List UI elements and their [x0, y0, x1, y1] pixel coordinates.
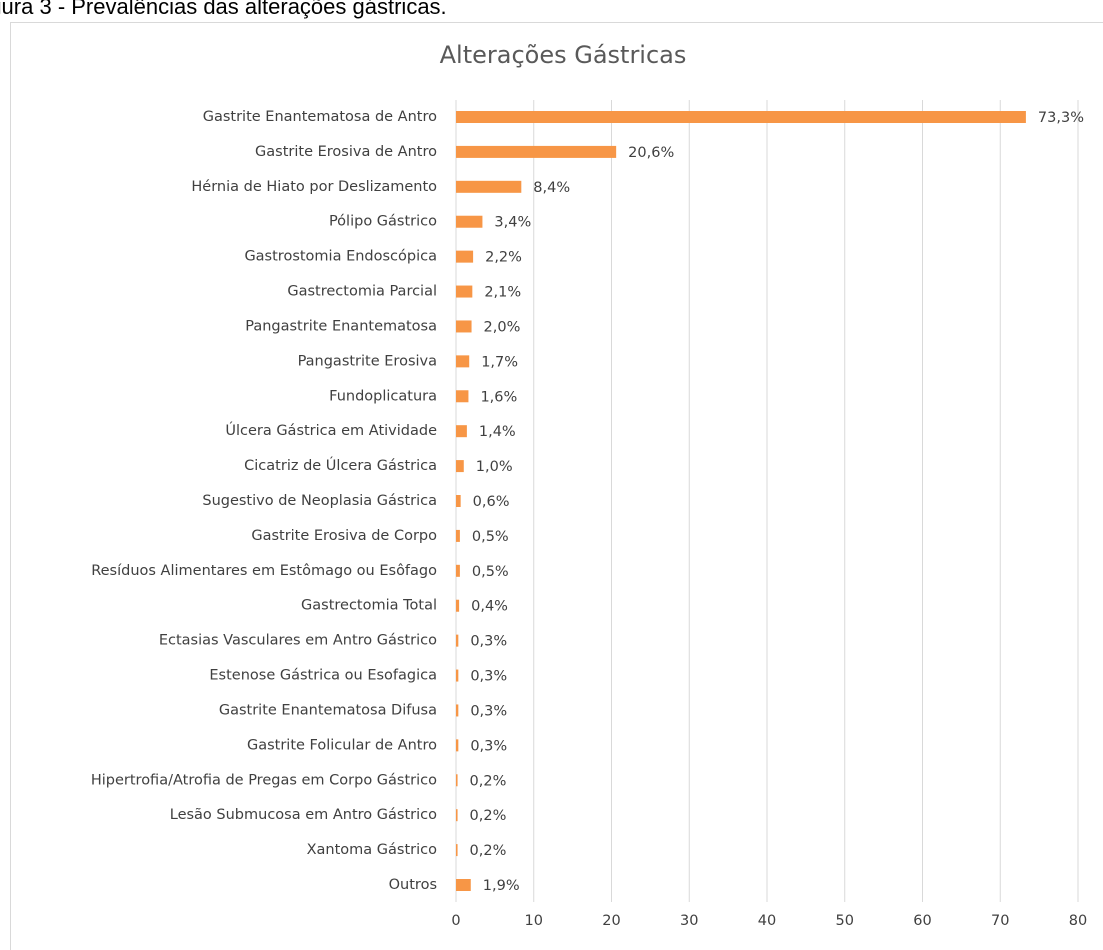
- x-tick-label: 40: [758, 913, 776, 929]
- data-label: 0,2%: [470, 808, 507, 824]
- y-tick-label: Pangastrite Enantematosa: [245, 318, 437, 334]
- chart-title: Alterações Gástricas: [440, 41, 687, 69]
- y-tick-label: Pólipo Gástrico: [329, 214, 437, 230]
- y-tick-label: Pangastrite Erosiva: [298, 353, 437, 369]
- y-tick-label: Hérnia de Hiato por Deslizamento: [191, 179, 437, 195]
- data-label: 1,4%: [479, 424, 516, 440]
- y-tick-label: Gastrite Erosiva de Antro: [255, 144, 437, 160]
- data-label: 0,3%: [470, 738, 507, 754]
- bar: [456, 250, 474, 263]
- data-label: 0,3%: [470, 634, 507, 650]
- bar: [456, 460, 464, 473]
- chart-border: [10, 22, 1103, 950]
- bar: [456, 879, 471, 891]
- x-tick-label: 50: [836, 913, 854, 929]
- data-label: 3,4%: [494, 215, 531, 231]
- data-label: 0,5%: [472, 529, 509, 545]
- data-label: 2,1%: [484, 285, 521, 301]
- y-tick-label: Outros: [389, 877, 437, 893]
- bar: [456, 285, 473, 298]
- y-tick-label: Fundoplicatura: [329, 388, 437, 404]
- y-tick-label: Úlcera Gástrica em Atividade: [225, 421, 437, 439]
- bar: [456, 669, 459, 682]
- y-tick-label: Gastrite Enantematosa de Antro: [203, 109, 437, 125]
- y-tick-label: Ectasias Vasculares em Antro Gástrico: [159, 633, 437, 649]
- bar: [456, 739, 459, 752]
- y-tick-label: Gastrostomia Endoscópica: [244, 249, 437, 265]
- y-tick-label: Gastrectomia Total: [301, 598, 437, 614]
- data-label: 0,2%: [470, 843, 507, 859]
- data-label: 2,0%: [484, 319, 521, 335]
- bar: [456, 844, 458, 857]
- y-tick-label: Cicatriz de Úlcera Gástrica: [244, 456, 437, 474]
- y-tick-label: Resíduos Alimentares em Estômago ou Esôf…: [91, 563, 437, 579]
- x-tick-label: 20: [602, 913, 620, 929]
- x-tick-label: 10: [525, 913, 543, 929]
- data-label: 1,0%: [476, 459, 513, 475]
- bar: [456, 704, 459, 717]
- y-tick-label: Lesão Submucosa em Antro Gástrico: [170, 807, 437, 823]
- data-label: 1,6%: [480, 389, 517, 405]
- data-label: 0,4%: [471, 599, 508, 615]
- x-tick-label: 60: [913, 913, 931, 929]
- data-label: 0,5%: [472, 564, 509, 580]
- y-tick-label: Gastrectomia Parcial: [287, 284, 437, 300]
- x-tick-label: 0: [451, 913, 460, 929]
- data-label: 0,6%: [473, 494, 510, 510]
- data-label: 0,2%: [470, 773, 507, 789]
- bar: [456, 215, 483, 228]
- bar: [456, 599, 460, 612]
- data-label: 8,4%: [533, 180, 570, 196]
- data-label: 0,3%: [470, 669, 507, 685]
- data-label: 20,6%: [628, 145, 674, 161]
- bar: [456, 774, 458, 787]
- figure-caption: Figura 3 - Prevalências das alterações g…: [0, 0, 447, 19]
- x-tick-label: 30: [680, 913, 698, 929]
- bar: [456, 809, 458, 822]
- bar: [456, 495, 461, 507]
- y-tick-label: Sugestivo de Neoplasia Gástrica: [202, 493, 437, 509]
- y-tick-label: Gastrite Enantematosa Difusa: [219, 702, 437, 718]
- data-label: 2,2%: [485, 250, 522, 266]
- bar: [456, 145, 617, 158]
- x-tick-label: 70: [991, 913, 1009, 929]
- y-tick-label: Gastrite Folicular de Antro: [247, 737, 437, 753]
- bar: [456, 564, 460, 577]
- bar: [456, 425, 467, 438]
- data-label: 1,9%: [483, 878, 520, 894]
- bar: [456, 390, 469, 403]
- data-label: 0,3%: [470, 703, 507, 719]
- bar: [456, 355, 470, 368]
- y-tick-label: Xantoma Gástrico: [307, 842, 438, 858]
- bar: [456, 320, 472, 333]
- bar: [456, 529, 460, 542]
- bar: [456, 180, 522, 193]
- data-label: 1,7%: [481, 354, 518, 370]
- data-label: 73,3%: [1038, 110, 1084, 126]
- y-tick-label: Gastrite Erosiva de Corpo: [251, 528, 437, 544]
- y-tick-label: Estenose Gástrica ou Esofagica: [209, 668, 437, 684]
- bar: [456, 634, 459, 647]
- bar: [456, 111, 1026, 123]
- x-tick-label: 80: [1069, 913, 1087, 929]
- y-tick-label: Hipertrofia/Atrofia de Pregas em Corpo G…: [91, 772, 437, 788]
